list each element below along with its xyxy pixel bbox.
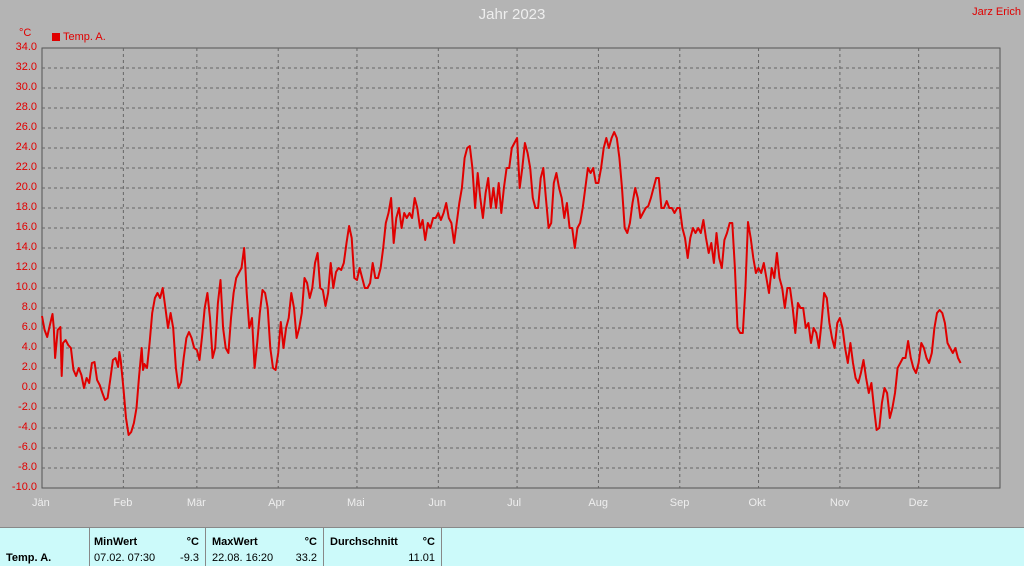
stats-min-cell: MinWert °C 07.02. 07:30 -9.3 — [90, 528, 206, 566]
chart-area: Jahr 2023 Jarz Erich °C Temp. A. 34.0 32.… — [11, 6, 1021, 509]
x-tick-label: Okt — [748, 497, 766, 509]
legend-label: Temp. A. — [63, 31, 106, 43]
y-tick-label: -8.0 — [18, 461, 37, 473]
legend-swatch — [52, 33, 60, 41]
y-tick-label: 28.0 — [15, 101, 37, 113]
min-value: -9.3 — [180, 552, 199, 564]
y-tick-label: 20.0 — [15, 181, 37, 193]
y-tick-label: -2.0 — [18, 401, 37, 413]
y-tick-label: -10.0 — [11, 481, 37, 493]
x-tick-label: Mär — [186, 497, 206, 509]
y-tick-label: -4.0 — [18, 421, 37, 433]
y-tick-label: 6.0 — [21, 321, 37, 333]
x-tick-label: Apr — [268, 497, 286, 509]
x-tick-label: Jän — [32, 497, 50, 509]
x-tick-label: Dez — [908, 497, 929, 509]
plot-background — [41, 47, 1001, 489]
x-tick-label: Sep — [669, 497, 690, 509]
x-tick-label: Jul — [507, 497, 522, 509]
temperature-chart — [41, 47, 1001, 489]
y-tick-label: 32.0 — [15, 61, 37, 73]
stats-row-label: Temp. A. — [6, 552, 52, 564]
y-tick-label: 34.0 — [15, 41, 37, 53]
y-tick-label: 22.0 — [15, 161, 37, 173]
y-tick-label: 4.0 — [21, 341, 37, 353]
y-tick-label: 12.0 — [15, 261, 37, 273]
min-unit: °C — [186, 536, 199, 548]
statistics-panel: Temp. A. MinWert °C 07.02. 07:30 -9.3 Ma… — [0, 527, 1024, 566]
max-datetime: 22.08. 16:20 — [212, 552, 274, 564]
stats-avg-cell: Durchschnitt °C 11.01 — [324, 528, 442, 566]
avg-unit: °C — [422, 536, 435, 548]
y-tick-label: 24.0 — [15, 141, 37, 153]
series-line-temp-a — [41, 131, 962, 436]
stats-max-cell: MaxWert °C 22.08. 16:20 33.2 — [206, 528, 324, 566]
max-header: MaxWert — [212, 536, 258, 548]
y-tick-label: 18.0 — [15, 201, 37, 213]
y-tick-label: 2.0 — [21, 361, 37, 373]
y-tick-label: 16.0 — [15, 221, 37, 233]
x-tick-label: Nov — [829, 497, 850, 509]
stats-row-label-cell: Temp. A. — [0, 528, 90, 566]
y-tick-label: 10.0 — [15, 281, 37, 293]
y-tick-label: -6.0 — [18, 441, 37, 453]
x-tick-label: Jun — [428, 497, 447, 509]
max-value: 33.2 — [295, 552, 317, 564]
x-tick-label: Mai — [346, 497, 365, 509]
avg-header: Durchschnitt — [330, 536, 398, 548]
y-tick-label: 0.0 — [21, 381, 37, 393]
avg-value: 11.01 — [408, 552, 435, 564]
max-unit: °C — [304, 536, 317, 548]
chart-title: Jahr 2023 — [478, 6, 546, 23]
vertical-grid — [122, 48, 920, 488]
min-header: MinWert — [94, 536, 138, 548]
x-tick-label: Aug — [588, 497, 608, 509]
x-tick-label: Feb — [113, 497, 133, 509]
legend: Temp. A. — [52, 31, 106, 43]
y-tick-label: 30.0 — [15, 81, 37, 93]
y-tick-label: 8.0 — [21, 301, 37, 313]
y-axis-unit: °C — [19, 27, 32, 39]
author-label: Jarz Erich — [972, 6, 1021, 18]
min-datetime: 07.02. 07:30 — [94, 552, 156, 564]
y-tick-label: 26.0 — [15, 121, 37, 133]
y-tick-label: 14.0 — [15, 241, 37, 253]
